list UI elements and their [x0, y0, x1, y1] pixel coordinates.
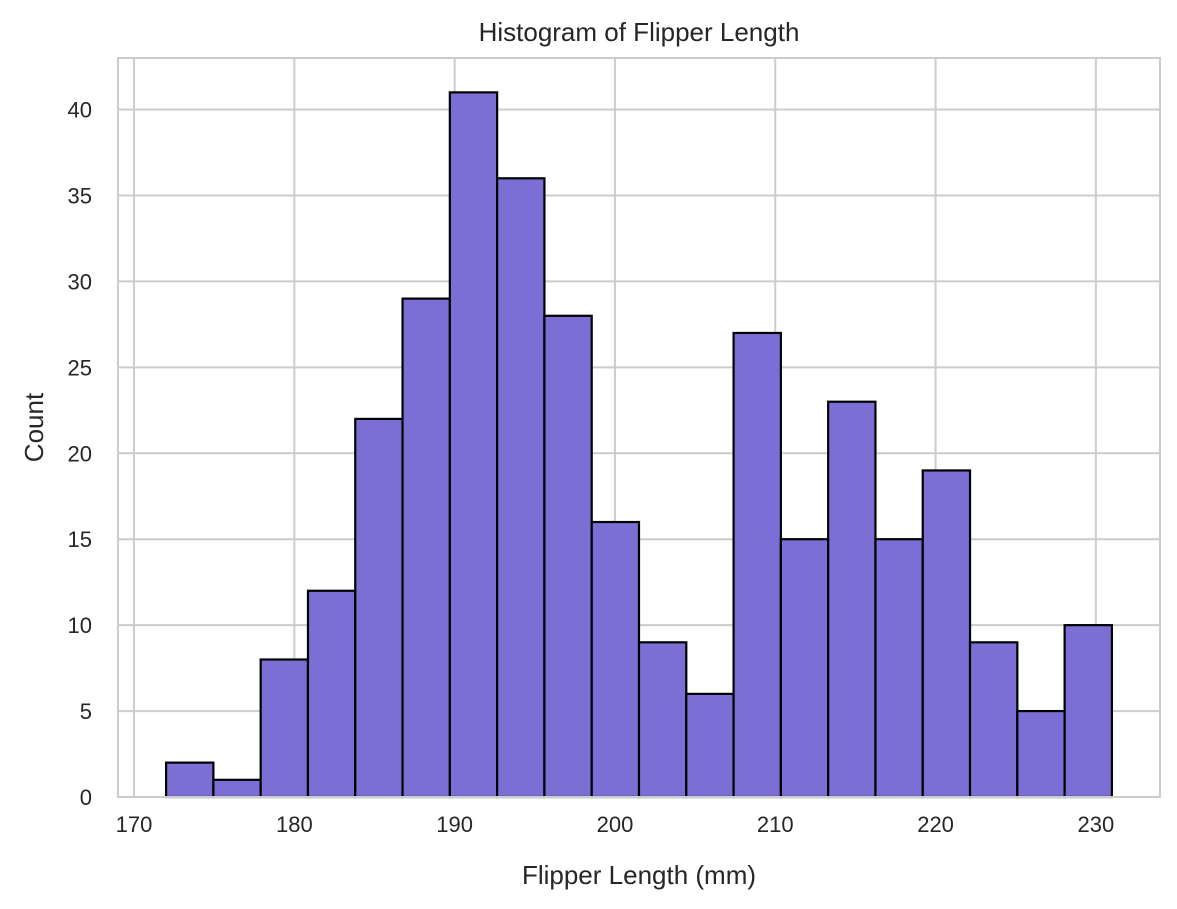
y-tick-label: 0 — [80, 785, 92, 810]
y-tick-label: 15 — [68, 527, 92, 552]
chart-title: Histogram of Flipper Length — [479, 17, 800, 47]
histogram-bar — [827, 400, 877, 799]
histogram-bar — [874, 538, 924, 799]
plot-frame — [117, 57, 1161, 798]
histogram-bars — [164, 91, 1114, 799]
histogram-bar — [590, 520, 641, 799]
y-tick-label: 40 — [68, 98, 92, 123]
x-tick-label: 210 — [757, 812, 794, 837]
y-tick-label: 20 — [68, 441, 92, 466]
histogram-bar — [921, 469, 972, 799]
y-tick-label: 25 — [68, 355, 92, 380]
histogram-bar — [1063, 624, 1114, 799]
histogram-bar — [685, 692, 735, 799]
x-tick-label: 200 — [597, 812, 634, 837]
histogram-bar — [1016, 709, 1066, 799]
x-tick-label: 170 — [116, 812, 153, 837]
histogram-bar — [401, 297, 451, 799]
histogram-bar — [259, 658, 310, 799]
x-tick-label: 220 — [917, 812, 954, 837]
y-tick-labels: 0 5 10 15 20 25 30 35 40 — [68, 98, 92, 810]
histogram-bar — [496, 177, 546, 799]
histogram-bar — [306, 589, 357, 799]
y-tick-label: 5 — [80, 699, 92, 724]
y-axis-title: Count — [19, 392, 49, 462]
x-tick-labels: 170 180 190 200 210 220 230 — [116, 812, 1115, 837]
histogram-bar — [543, 314, 593, 799]
y-tick-label: 35 — [68, 183, 92, 208]
x-axis-title: Flipper Length (mm) — [522, 860, 756, 890]
x-tick-label: 180 — [276, 812, 313, 837]
x-tick-label: 190 — [436, 812, 473, 837]
histogram-bar — [448, 91, 499, 799]
histogram-bar — [779, 538, 830, 799]
histogram-bar — [212, 778, 262, 799]
histogram-bar — [164, 761, 215, 799]
y-tick-label: 10 — [68, 613, 92, 638]
histogram-bar — [354, 417, 404, 799]
histogram-bar — [968, 641, 1019, 799]
histogram-bar — [732, 331, 782, 799]
x-tick-label: 230 — [1078, 812, 1115, 837]
y-tick-label: 30 — [68, 269, 92, 294]
histogram-bar — [637, 641, 688, 799]
